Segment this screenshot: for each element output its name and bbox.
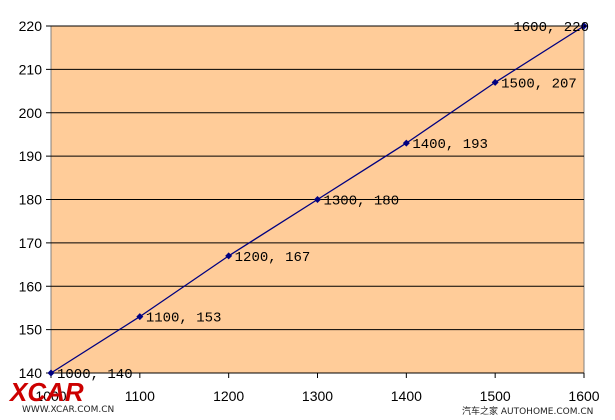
data-point-marker	[314, 196, 321, 203]
tick-labels: 140 150 160 170 180 190 200 210 220 1000 1100 1200 1…	[19, 18, 600, 404]
y-tick-label: 150	[19, 322, 43, 338]
xcar-logo-text: XCAR	[8, 377, 84, 407]
data-point-marker	[47, 369, 55, 377]
markers	[47, 22, 588, 377]
y-tick-label: 200	[19, 105, 43, 121]
x-tick-label: 1200	[213, 388, 244, 404]
x-tick-label: 1000	[35, 388, 66, 404]
x-tick-label: 1600	[568, 388, 599, 404]
data-label: 1500, 207	[501, 76, 577, 92]
x-tick-label: 1400	[391, 388, 422, 404]
y-tick-label: 190	[19, 148, 43, 164]
data-label: 1300, 180	[324, 194, 400, 210]
data-label: 1000, 140	[57, 367, 133, 383]
y-tick-label: 180	[19, 192, 43, 208]
data-point-marker	[402, 139, 410, 147]
data-point-marker	[225, 252, 233, 260]
xcar-url-text: WWW.XCAR.COM.CN	[22, 405, 114, 415]
data-label: 1600, 220	[513, 20, 589, 36]
data-label: 1100, 153	[146, 311, 222, 327]
x-tick-label: 1300	[302, 388, 333, 404]
autohome-watermark: 汽车之家 AUTOHOME.COM.CN	[462, 405, 593, 417]
y-tick-label: 140	[19, 365, 43, 381]
x-tick-label: 1500	[480, 388, 511, 404]
y-tick-label: 220	[19, 18, 43, 34]
data-point-marker	[491, 78, 499, 86]
data-labels: 1000, 140 1100, 153 1200, 167 1300, 180 1400…	[57, 20, 589, 383]
data-point-marker	[136, 313, 144, 321]
data-label: 1200, 167	[235, 250, 311, 266]
y-tick-label: 160	[19, 278, 43, 294]
xcar-watermark: XCAR WWW.XCAR.COM.CN	[8, 377, 114, 415]
y-tick-label: 170	[19, 235, 43, 251]
x-tick-label: 1100	[125, 388, 155, 404]
data-point-marker	[580, 22, 588, 30]
data-label: 1400, 193	[412, 137, 488, 153]
y-tick-label: 210	[19, 61, 43, 77]
